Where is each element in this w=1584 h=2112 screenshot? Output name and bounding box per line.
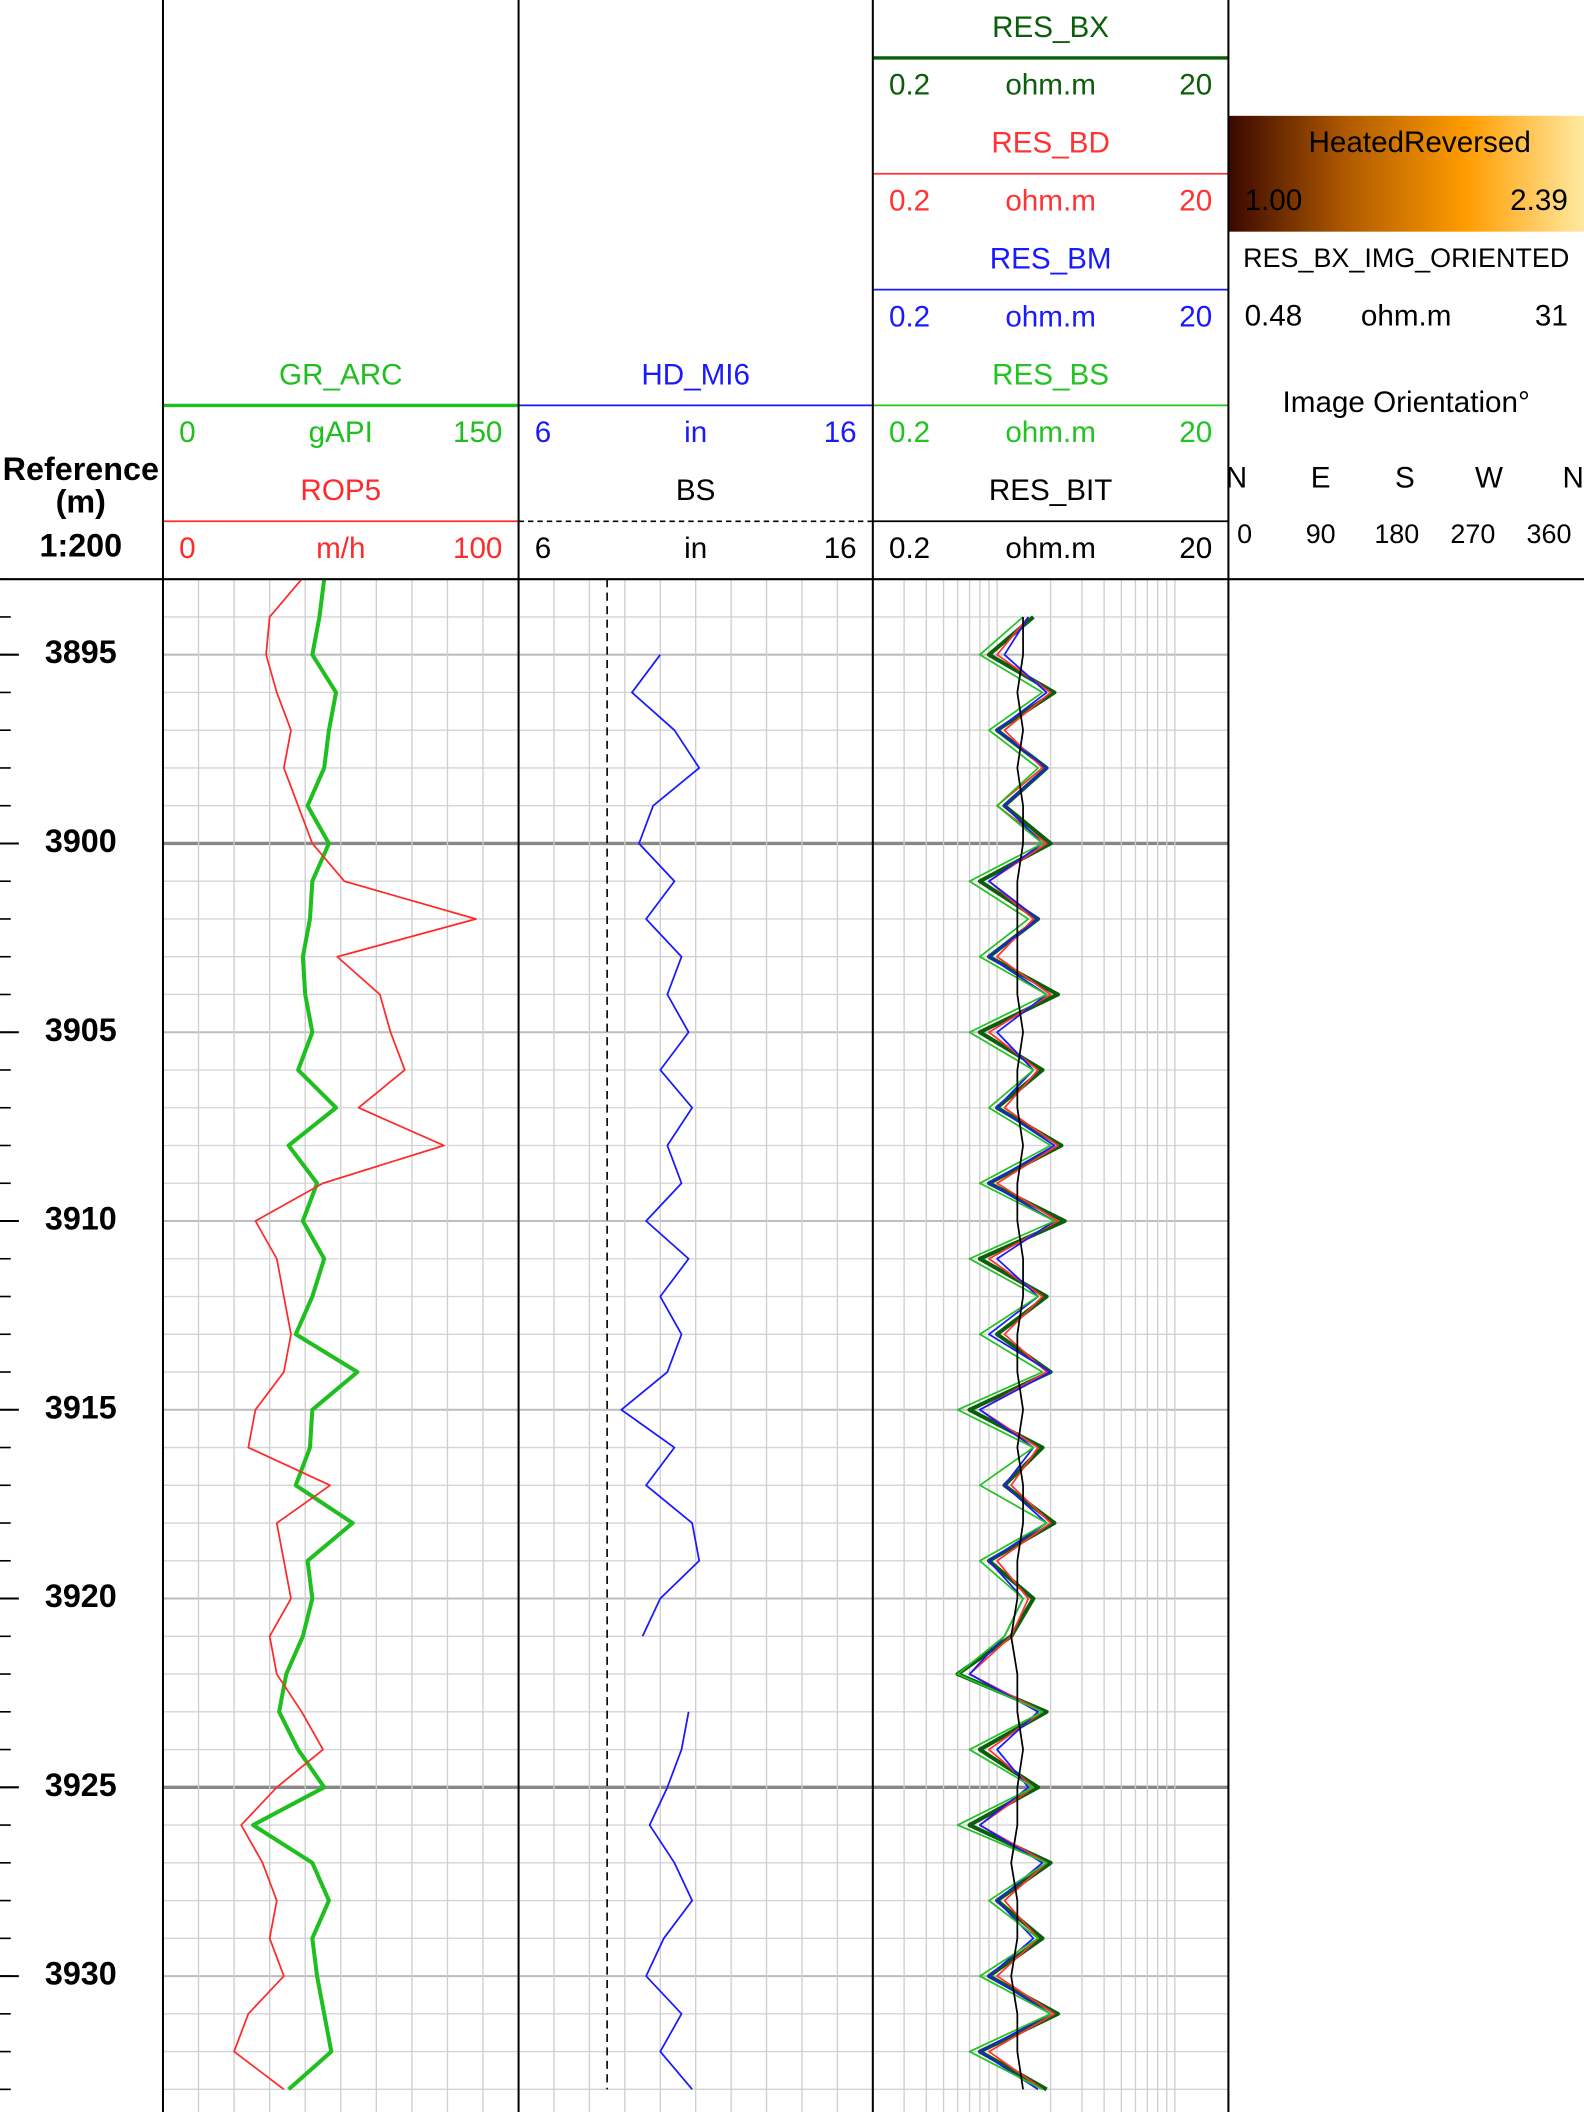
curve-line xyxy=(1010,616,1024,2090)
curve-unit: m/h xyxy=(316,532,365,565)
curve-xmax: 20 xyxy=(1179,532,1212,565)
curve-xmax: 20 xyxy=(1179,69,1212,102)
azimuth-label: 90 xyxy=(1306,519,1336,549)
curve-unit: ohm.m xyxy=(1005,416,1096,449)
curve-xmin: 0.2 xyxy=(889,532,930,565)
curve-xmax: 100 xyxy=(453,532,502,565)
depth-label: 3930 xyxy=(45,1956,117,1992)
curve-line xyxy=(620,654,701,2090)
colorbar-min: 1.00 xyxy=(1245,184,1303,217)
image-unit: ohm.m xyxy=(1361,300,1452,333)
curve-name: GR_ARC xyxy=(279,358,402,391)
curve-name: RES_BIT xyxy=(989,474,1112,507)
palette-name: HeatedReversed xyxy=(1309,126,1531,159)
curve-line xyxy=(251,579,360,2091)
depth-label: 3910 xyxy=(45,1201,117,1237)
image-min: 0.48 xyxy=(1245,300,1303,333)
direction-label: N xyxy=(1563,461,1584,494)
curve-line xyxy=(233,579,477,2091)
depth-label: 3915 xyxy=(45,1389,117,1425)
index-header: Reference (m) 1:200 xyxy=(3,451,159,564)
curve-line xyxy=(968,616,1056,2091)
curve-name: RES_BS xyxy=(992,358,1109,391)
depth-label: 3900 xyxy=(45,823,117,859)
curve-name: HD_MI6 xyxy=(641,358,750,391)
depth-label: 3895 xyxy=(45,634,117,670)
curve-unit: in xyxy=(684,532,707,565)
azimuth-label: 0 xyxy=(1237,519,1252,549)
curve-unit: ohm.m xyxy=(1005,69,1096,102)
curve-xmax: 20 xyxy=(1179,300,1212,333)
curve-line xyxy=(968,616,1059,2091)
depth-label: 3925 xyxy=(45,1767,117,1803)
azimuth-label: 180 xyxy=(1374,519,1419,549)
curve-name: BS xyxy=(676,474,716,507)
azimuth-label: 360 xyxy=(1527,519,1572,549)
curve-xmin: 0.2 xyxy=(889,300,930,333)
curve-unit: ohm.m xyxy=(1005,185,1096,218)
direction-label: W xyxy=(1475,461,1503,494)
index-unit: (m) xyxy=(56,483,106,519)
curve-unit: in xyxy=(684,416,707,449)
curve-unit: gAPI xyxy=(309,416,373,449)
curve-line xyxy=(956,616,1056,2091)
depth-label: 3920 xyxy=(45,1578,117,1614)
colorbar-max: 2.39 xyxy=(1510,184,1568,217)
scale-label: 1:200 xyxy=(39,528,122,564)
curve-unit: ohm.m xyxy=(1005,300,1096,333)
curve-xmax: 16 xyxy=(824,416,857,449)
image-curve-name: RES_BX_IMG_ORIENTED xyxy=(1243,243,1569,273)
curve-xmin: 0.2 xyxy=(889,69,930,102)
curve-unit: ohm.m xyxy=(1005,532,1096,565)
curve-name: RES_BX xyxy=(992,11,1109,44)
curve-xmin: 0 xyxy=(179,416,195,449)
curve-xmin: 0.2 xyxy=(889,416,930,449)
curve-xmin: 6 xyxy=(535,416,551,449)
curve-xmax: 20 xyxy=(1179,416,1212,449)
curve-xmin: 0 xyxy=(179,532,195,565)
colorbar xyxy=(1228,115,1584,232)
curve-name: ROP5 xyxy=(300,474,381,507)
curve-name: RES_BM xyxy=(990,242,1112,275)
curve-xmin: 6 xyxy=(535,532,551,565)
image-max: 31 xyxy=(1535,300,1568,333)
curve-name: RES_BD xyxy=(991,127,1110,160)
direction-label: N xyxy=(1226,461,1247,494)
curve-xmax: 20 xyxy=(1179,185,1212,218)
direction-label: E xyxy=(1311,461,1331,494)
curve-xmax: 16 xyxy=(824,532,857,565)
curve-xmax: 150 xyxy=(453,416,502,449)
orientation-title: Image Orientation° xyxy=(1283,386,1530,419)
curve-xmin: 0.2 xyxy=(889,185,930,218)
direction-label: S xyxy=(1395,461,1415,494)
depth-label: 3905 xyxy=(45,1012,117,1048)
azimuth-label: 270 xyxy=(1450,519,1495,549)
index-title: Reference xyxy=(3,451,159,487)
orientation-scale: N E S W N 0 90 180 270 360 xyxy=(1226,461,1584,549)
